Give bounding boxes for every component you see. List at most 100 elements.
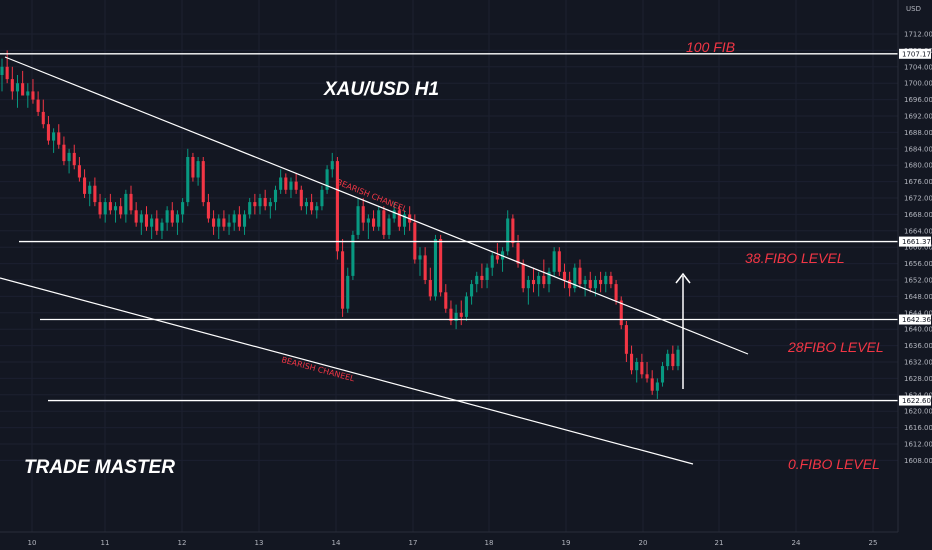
time-tick-label: 10: [28, 539, 37, 547]
candle: [387, 214, 391, 239]
candle-body: [361, 206, 365, 223]
price-tick-label: 1696.00: [904, 96, 932, 104]
candle: [310, 193, 314, 215]
candle: [160, 218, 164, 239]
time-tick-label: 20: [639, 539, 648, 547]
candle: [604, 271, 608, 293]
price-tick-label: 1672.00: [904, 195, 932, 203]
candle-body: [614, 284, 618, 301]
candle-body: [201, 161, 205, 203]
candle-body: [10, 79, 14, 92]
level-price-tag-label: 1642.36: [902, 316, 931, 324]
price-tick-label: 1680.00: [904, 162, 932, 170]
candle: [464, 292, 468, 321]
candle: [206, 193, 210, 223]
candle: [454, 304, 458, 330]
candle: [124, 189, 128, 223]
candle-body: [542, 275, 546, 285]
candle: [52, 128, 56, 153]
candle-body: [52, 132, 56, 141]
candle: [191, 152, 195, 182]
candle: [268, 198, 272, 219]
price-tick-label: 1660.00: [904, 244, 932, 252]
candle-body: [619, 300, 623, 326]
price-tick-label: 1652.00: [904, 277, 932, 285]
bearish-channel: [0, 56, 749, 465]
candle-body: [160, 222, 164, 231]
candle: [335, 157, 339, 260]
candle-body: [113, 206, 118, 211]
price-tick-label: 1640.00: [904, 326, 932, 334]
candle: [67, 148, 71, 174]
candle-body: [635, 362, 639, 371]
candle-body: [650, 378, 654, 391]
candle-body: [77, 165, 81, 178]
candle-body: [294, 181, 298, 190]
candle: [325, 165, 329, 194]
candle: [428, 267, 432, 301]
candle-body: [279, 177, 283, 190]
candle: [361, 198, 365, 231]
candle-body: [516, 243, 520, 264]
candle: [170, 202, 174, 227]
candle-body: [428, 280, 432, 297]
candle-body: [593, 280, 597, 289]
candle: [490, 251, 494, 276]
candle-body: [475, 275, 479, 285]
candle: [397, 206, 401, 231]
candle: [139, 210, 143, 235]
time-tick-label: 17: [409, 539, 418, 547]
arrow-head-icon: [675, 272, 691, 284]
time-tick-label: 21: [715, 539, 724, 547]
candle: [263, 189, 267, 211]
candle-body: [134, 210, 138, 223]
candle-body: [98, 202, 102, 215]
candle: [258, 193, 262, 215]
candle-body: [139, 214, 143, 223]
candle-body: [531, 280, 536, 285]
candle-body: [31, 91, 35, 100]
candle-body: [397, 210, 401, 227]
candle: [15, 75, 20, 108]
candle-body: [604, 275, 608, 285]
candle-body: [547, 271, 551, 285]
candle: [212, 210, 216, 235]
candle-body: [181, 202, 185, 215]
candle-body: [222, 218, 226, 227]
candle: [650, 370, 654, 395]
candle: [330, 152, 334, 178]
candle: [222, 210, 226, 231]
candle: [83, 169, 87, 198]
candle-body: [124, 193, 128, 215]
candle-body: [630, 353, 634, 371]
candle-body: [557, 251, 561, 272]
candle: [676, 345, 680, 371]
candle: [201, 157, 205, 207]
candle-body: [315, 206, 319, 211]
time-tick-label: 14: [332, 539, 341, 547]
candle: [253, 193, 257, 215]
candle-body: [578, 267, 582, 285]
candle: [186, 148, 190, 207]
candle-body: [144, 214, 149, 227]
candle-body: [88, 185, 92, 194]
level-price-tag-label: 1707.17: [902, 50, 931, 58]
candle-body: [666, 353, 670, 367]
price-tick-label: 1684.00: [904, 145, 932, 153]
candle: [346, 267, 350, 313]
candle-body: [284, 177, 288, 190]
candle-body: [655, 382, 659, 391]
candle: [568, 271, 572, 297]
candle: [377, 206, 381, 231]
candle: [165, 206, 169, 231]
candle: [181, 198, 185, 223]
candle-body: [103, 202, 107, 215]
candle-body: [356, 206, 360, 235]
level-price-tag: [899, 48, 931, 59]
time-tick-label: 24: [792, 539, 801, 547]
candle: [103, 198, 107, 223]
candle-body: [371, 218, 376, 227]
candle-body: [568, 280, 572, 289]
time-tick-label: 13: [255, 539, 264, 547]
